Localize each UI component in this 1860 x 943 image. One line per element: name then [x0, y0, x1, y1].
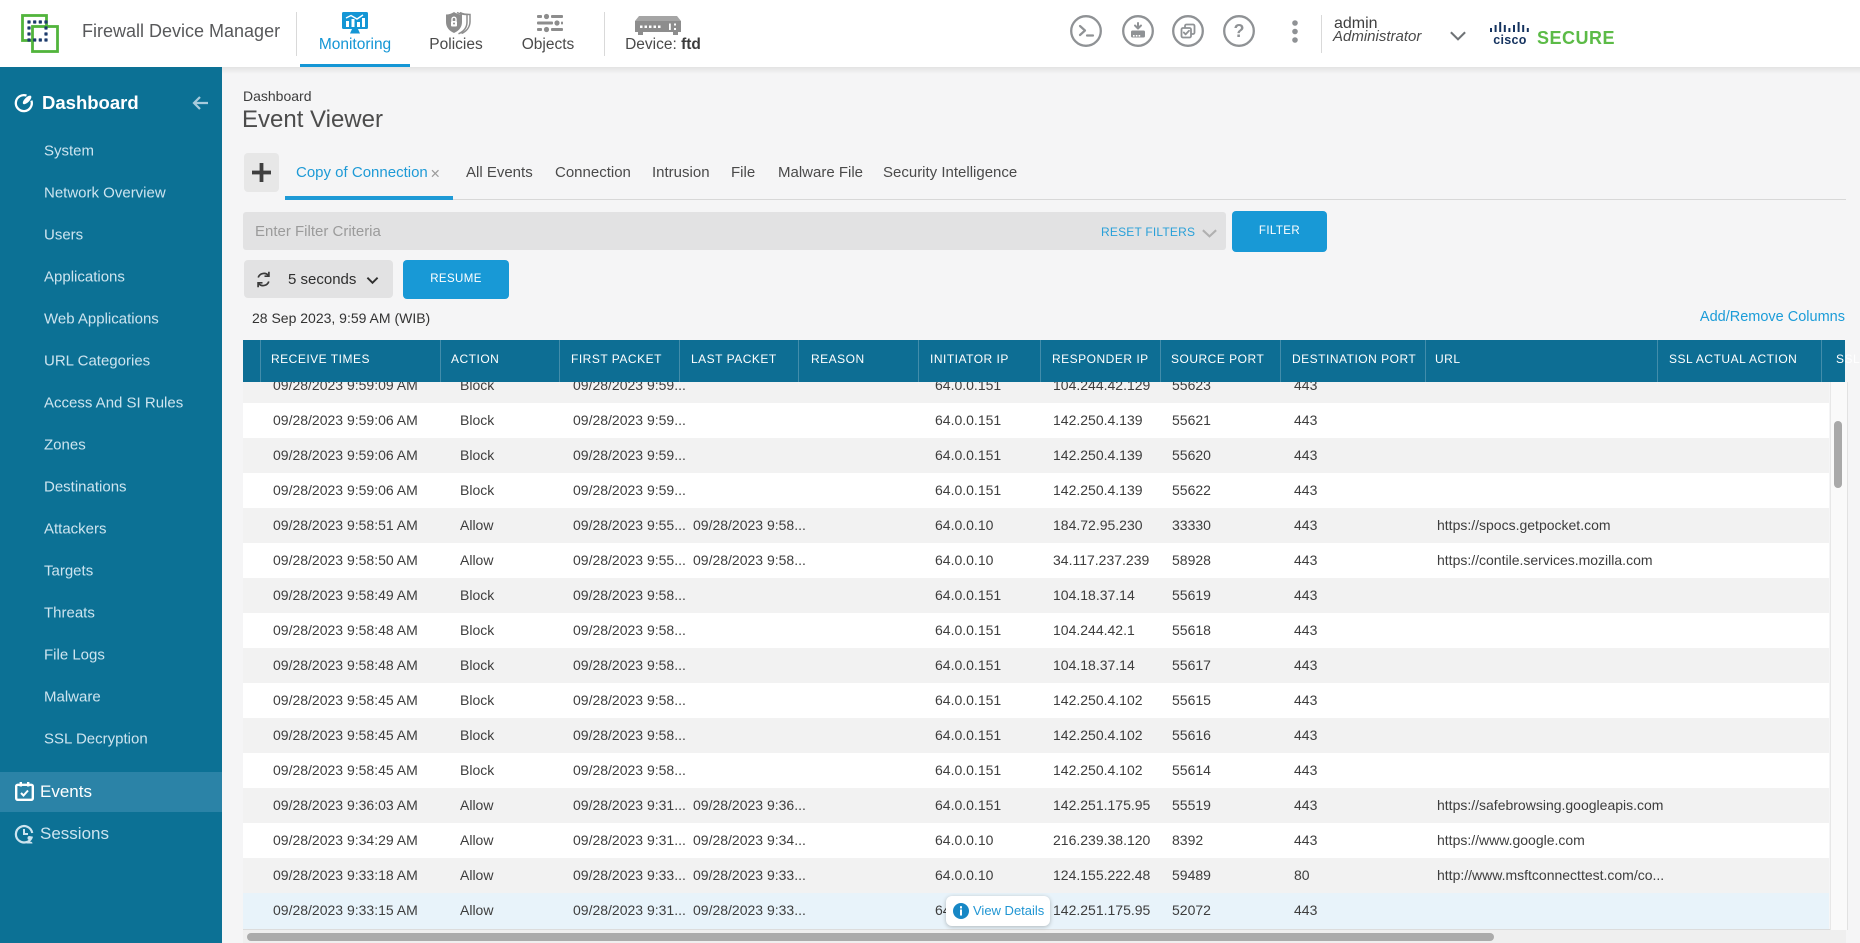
- svg-text:?: ?: [1234, 21, 1245, 41]
